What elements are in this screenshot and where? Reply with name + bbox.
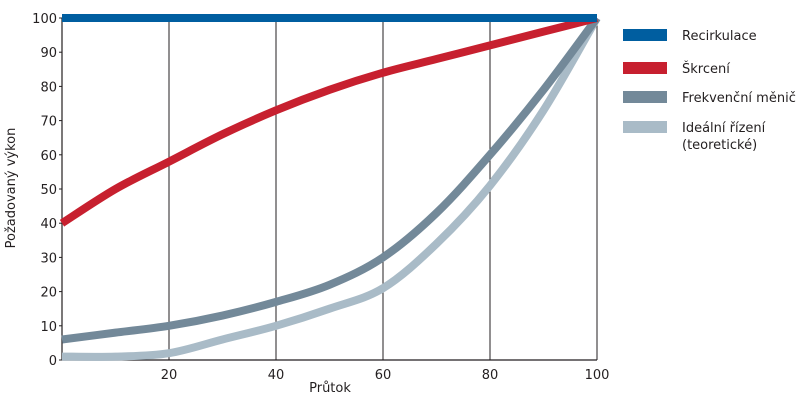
y-tick-label: 0 (49, 354, 57, 369)
x-tick-label: 60 (375, 368, 392, 383)
series-lines (59, 14, 601, 361)
x-tick-label: 20 (161, 368, 178, 383)
y-tick-label: 40 (40, 217, 57, 232)
series-line-idealni-rizeni (61, 15, 601, 361)
legend-label-idealni-rizeni: Ideální řízení (682, 121, 766, 136)
y-tick-label: 90 (40, 46, 57, 61)
legend-label-frekvencni-menic: Frekvenční měnič (682, 91, 796, 106)
legend-swatch-idealni-rizeni (623, 121, 667, 133)
y-axis-label: Požadovaný výkon (4, 128, 19, 249)
y-tick-label: 50 (40, 183, 57, 198)
x-axis-label: Průtok (309, 381, 351, 396)
legend-label-idealni-rizeni-line2: (teoretické) (682, 138, 757, 153)
y-tick-label: 80 (40, 80, 57, 95)
y-tick-label: 10 (40, 320, 57, 335)
y-tick-label: 70 (40, 115, 57, 130)
x-tick-label: 80 (482, 368, 499, 383)
legend-swatch-recirkulace (623, 29, 667, 41)
tick-labels: 0 10 20 30 40 50 60 70 80 90 100 20 40 60 80 100 (32, 12, 609, 383)
y-tick-label: 60 (40, 149, 57, 164)
x-tick-label: 40 (268, 368, 285, 383)
x-tick-label: 100 (585, 368, 610, 383)
y-tick-label: 100 (32, 12, 57, 27)
y-tick-label: 30 (40, 251, 57, 266)
legend-label-skrceni: Škrcení (682, 61, 730, 77)
series-line-skrceni (59, 14, 598, 227)
legend: Recirkulace Škrcení Frekvenční měnič Ideáln… (623, 29, 796, 153)
legend-swatch-skrceni (623, 62, 667, 74)
legend-swatch-frekvencni-menic (623, 91, 667, 103)
series-line-frekvencni-menic (61, 15, 601, 344)
y-tick-label: 20 (40, 286, 57, 301)
legend-label-recirkulace: Recirkulace (682, 29, 757, 44)
